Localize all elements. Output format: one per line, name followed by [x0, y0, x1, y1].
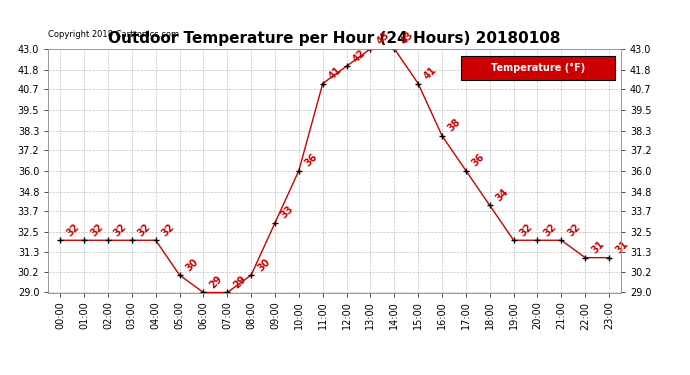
Text: 33: 33 — [279, 204, 296, 221]
Text: 32: 32 — [542, 222, 558, 238]
Text: 43: 43 — [375, 30, 391, 46]
Text: 42: 42 — [351, 47, 367, 64]
Text: Temperature (°F): Temperature (°F) — [491, 63, 585, 73]
Text: 31: 31 — [613, 239, 630, 255]
Text: 32: 32 — [136, 222, 152, 238]
Text: 29: 29 — [208, 274, 224, 290]
Text: 32: 32 — [88, 222, 105, 238]
Text: 41: 41 — [422, 65, 439, 81]
Text: 29: 29 — [231, 274, 248, 290]
Text: 32: 32 — [64, 222, 81, 238]
Text: 43: 43 — [398, 30, 415, 46]
Text: Copyright 2018 Cartronics.com: Copyright 2018 Cartronics.com — [48, 30, 179, 39]
Text: 30: 30 — [184, 256, 200, 273]
Text: 36: 36 — [303, 152, 319, 168]
Title: Outdoor Temperature per Hour (24 Hours) 20180108: Outdoor Temperature per Hour (24 Hours) … — [108, 31, 561, 46]
Text: 32: 32 — [566, 222, 582, 238]
Text: 31: 31 — [589, 239, 606, 255]
Text: 41: 41 — [327, 65, 344, 81]
Text: 34: 34 — [494, 187, 511, 203]
Text: 32: 32 — [112, 222, 129, 238]
Text: 32: 32 — [518, 222, 534, 238]
FancyBboxPatch shape — [461, 56, 615, 81]
Text: 32: 32 — [160, 222, 177, 238]
Text: 38: 38 — [446, 117, 463, 134]
Text: 30: 30 — [255, 256, 272, 273]
Text: 36: 36 — [470, 152, 486, 168]
